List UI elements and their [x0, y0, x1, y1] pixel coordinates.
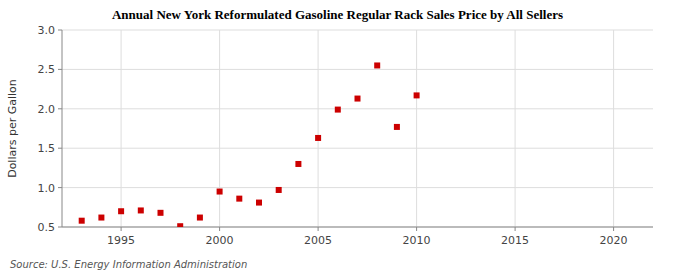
x-tick-label: 2010 [403, 234, 431, 247]
y-grid-line [62, 108, 653, 109]
x-tick [121, 227, 122, 231]
point [158, 210, 164, 216]
x-grid-line [613, 30, 614, 227]
y-tick [58, 69, 62, 70]
x-grid-line [318, 30, 319, 227]
grid [62, 30, 653, 227]
y-tick [58, 108, 62, 109]
x-tick [515, 227, 516, 231]
y-tick [58, 30, 62, 31]
point [236, 196, 242, 202]
x-tick-label: 2015 [501, 234, 529, 247]
points [79, 62, 420, 227]
x-grid-line [121, 30, 122, 227]
point [256, 200, 262, 206]
x-tick-label: 2005 [304, 234, 332, 247]
y-tick-label: 2.0 [38, 103, 56, 116]
point [138, 207, 144, 213]
point [79, 218, 85, 224]
x-tick-label: 1995 [107, 234, 135, 247]
x-grid-line [416, 30, 417, 227]
source: Source: U.S. Energy Information Administ… [10, 259, 247, 270]
y-tick-label: 1.5 [38, 142, 56, 155]
y-grid-line [62, 30, 653, 31]
y-tick [58, 148, 62, 149]
x-tick [219, 227, 220, 231]
y-tick-label: 3.0 [38, 24, 56, 37]
point [374, 62, 380, 68]
point [177, 223, 183, 227]
point [394, 124, 400, 130]
point [335, 107, 341, 113]
point [217, 189, 223, 195]
y-tick-label: 2.5 [38, 63, 56, 76]
y-tick-label: 0.5 [38, 221, 56, 234]
y-tick [58, 187, 62, 188]
point [276, 187, 282, 193]
point [98, 215, 104, 221]
point [197, 215, 203, 221]
point [355, 96, 361, 102]
chart: 0.5 1.0 1.5 2.0 2.5 3.0 1995 2000 2005 2010 2015 20… [0, 0, 675, 275]
x-tick [318, 227, 319, 231]
x-axis-line [62, 227, 653, 228]
title: Annual New York Reformulated Gasoline Re… [112, 7, 563, 22]
y-grid-line [62, 227, 653, 228]
point [315, 135, 321, 141]
axes: 0.5 1.0 1.5 2.0 2.5 3.0 1995 2000 2005 2010 2015 20… [38, 24, 654, 247]
x-tick [416, 227, 417, 231]
y-grid-line [62, 69, 653, 70]
x-tick-label: 2000 [206, 234, 234, 247]
point [295, 161, 301, 167]
x-tick-label: 2020 [600, 234, 628, 247]
y-tick-label: 1.0 [38, 182, 56, 195]
x-grid-line [515, 30, 516, 227]
y-grid-line [62, 148, 653, 149]
y-grid-line [62, 187, 653, 188]
background [0, 0, 675, 275]
point [118, 208, 124, 214]
x-tick [613, 227, 614, 231]
y-axis-line [62, 30, 63, 227]
x-grid-line [219, 30, 220, 227]
y-axis-label: Dollars per Gallon [6, 79, 19, 178]
point [414, 92, 420, 98]
y-tick [58, 227, 62, 228]
